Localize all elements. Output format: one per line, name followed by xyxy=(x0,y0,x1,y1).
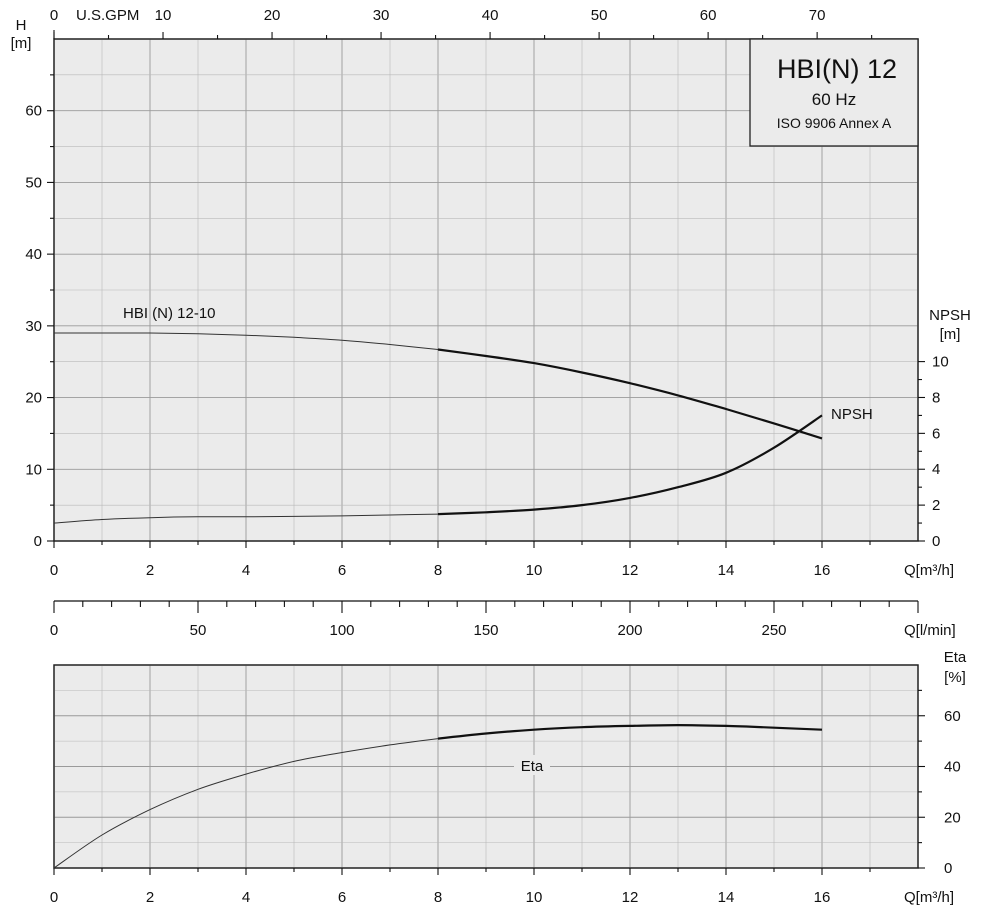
x-tick-label-top: 2 xyxy=(146,562,154,579)
gpm-tick-label: 70 xyxy=(809,7,826,24)
lmin-tick-label: 0 xyxy=(50,622,58,639)
npsh-curve-thick xyxy=(437,414,823,516)
x-axis-label-top: Q[m³/h] xyxy=(904,562,954,579)
y-left-tick-label: 30 xyxy=(25,318,42,335)
y-left-axis-label: H xyxy=(16,17,27,34)
lmin-tick-label: 200 xyxy=(617,622,642,639)
head-curve-thick xyxy=(437,348,823,440)
eta-curve-label: Eta xyxy=(521,758,544,775)
x-axis-label-bottom: Q[m³/h] xyxy=(904,889,954,906)
gpm-tick-label: 0 xyxy=(50,7,58,24)
y-left-axis-unit: [m] xyxy=(11,35,32,52)
x-tick-label-bottom: 10 xyxy=(526,889,543,906)
y-right-axis-label: NPSH xyxy=(929,307,971,324)
x-tick-label-bottom: 6 xyxy=(338,889,346,906)
x-tick-label-top: 10 xyxy=(526,562,543,579)
gpm-tick-label: 20 xyxy=(264,7,281,24)
npsh-curve-label: NPSH xyxy=(831,406,873,423)
head-curve-thin xyxy=(53,332,439,350)
gpm-axis-label: U.S.GPM xyxy=(76,7,139,24)
y-right-tick-label: 0 xyxy=(932,533,940,550)
y-left-tick-label: 20 xyxy=(25,390,42,407)
x-tick-label-bottom: 0 xyxy=(50,889,58,906)
x-tick-label-bottom: 4 xyxy=(242,889,250,906)
x-tick-label-bottom: 12 xyxy=(622,889,639,906)
gpm-tick-label: 50 xyxy=(591,7,608,24)
npsh-curve-thin xyxy=(53,513,439,524)
x-tick-label-bottom: 14 xyxy=(718,889,735,906)
y-right-tick-label: 8 xyxy=(932,389,940,406)
y-left-tick-label: 10 xyxy=(25,461,42,478)
y-left-tick-label: 50 xyxy=(25,174,42,191)
lmin-axis-label: Q[l/min] xyxy=(904,622,956,639)
eta-tick-label: 20 xyxy=(944,809,961,826)
x-tick-label-bottom: 2 xyxy=(146,889,154,906)
x-tick-label-top: 16 xyxy=(814,562,831,579)
legend-box: HBI(N) 12 60 Hz ISO 9906 Annex A xyxy=(749,38,919,147)
eta-axis-label: Eta xyxy=(944,649,967,666)
y-right-axis-unit: [m] xyxy=(940,326,961,343)
y-left-tick-label: 0 xyxy=(34,533,42,550)
chart-title: HBI(N) 12 xyxy=(777,54,897,84)
lmin-tick-label: 150 xyxy=(473,622,498,639)
x-tick-label-bottom: 16 xyxy=(814,889,831,906)
eta-axis-unit: [%] xyxy=(944,669,966,686)
x-tick-label-top: 6 xyxy=(338,562,346,579)
chart-subtitle: 60 Hz xyxy=(812,90,856,109)
x-tick-label-top: 4 xyxy=(242,562,250,579)
gpm-tick-label: 40 xyxy=(482,7,499,24)
gpm-tick-label: 60 xyxy=(700,7,717,24)
eta-label-bg xyxy=(514,755,550,775)
eta-curve-thick xyxy=(437,723,823,740)
chart-standard: ISO 9906 Annex A xyxy=(777,115,892,131)
x-tick-label-top: 14 xyxy=(718,562,735,579)
x-tick-label-bottom: 8 xyxy=(434,889,442,906)
gpm-tick-label: 10 xyxy=(155,7,172,24)
x-tick-label-top: 12 xyxy=(622,562,639,579)
eta-curve-thin xyxy=(53,738,439,869)
eta-tick-label: 40 xyxy=(944,759,961,776)
efficiency-panel: 0 20 40 60 Eta [%] 0 2 4 6 8 10 12 14 16 Q[m³/h] Eta xyxy=(50,649,967,906)
x-tick-label-top: 8 xyxy=(434,562,442,579)
y-right-tick-label: 6 xyxy=(932,425,940,442)
eta-tick-label: 0 xyxy=(944,860,952,877)
y-right-tick-label: 10 xyxy=(932,354,949,371)
gpm-tick-label: 30 xyxy=(373,7,390,24)
head-curve-label: HBI (N) 12-10 xyxy=(123,305,216,322)
y-right-tick-label: 2 xyxy=(932,497,940,514)
lmin-tick-label: 250 xyxy=(761,622,786,639)
x-tick-label-top: 0 xyxy=(50,562,58,579)
lmin-axis: 0 50 100 150 200 250 Q[l/min] xyxy=(50,600,956,639)
eta-tick-label: 60 xyxy=(944,708,961,725)
y-left-tick-label: 60 xyxy=(25,103,42,120)
lmin-tick-label: 50 xyxy=(190,622,207,639)
y-left-tick-label: 40 xyxy=(25,246,42,263)
lmin-tick-label: 100 xyxy=(329,622,354,639)
y-right-tick-label: 4 xyxy=(932,461,940,478)
legend-box-frame xyxy=(749,38,919,147)
